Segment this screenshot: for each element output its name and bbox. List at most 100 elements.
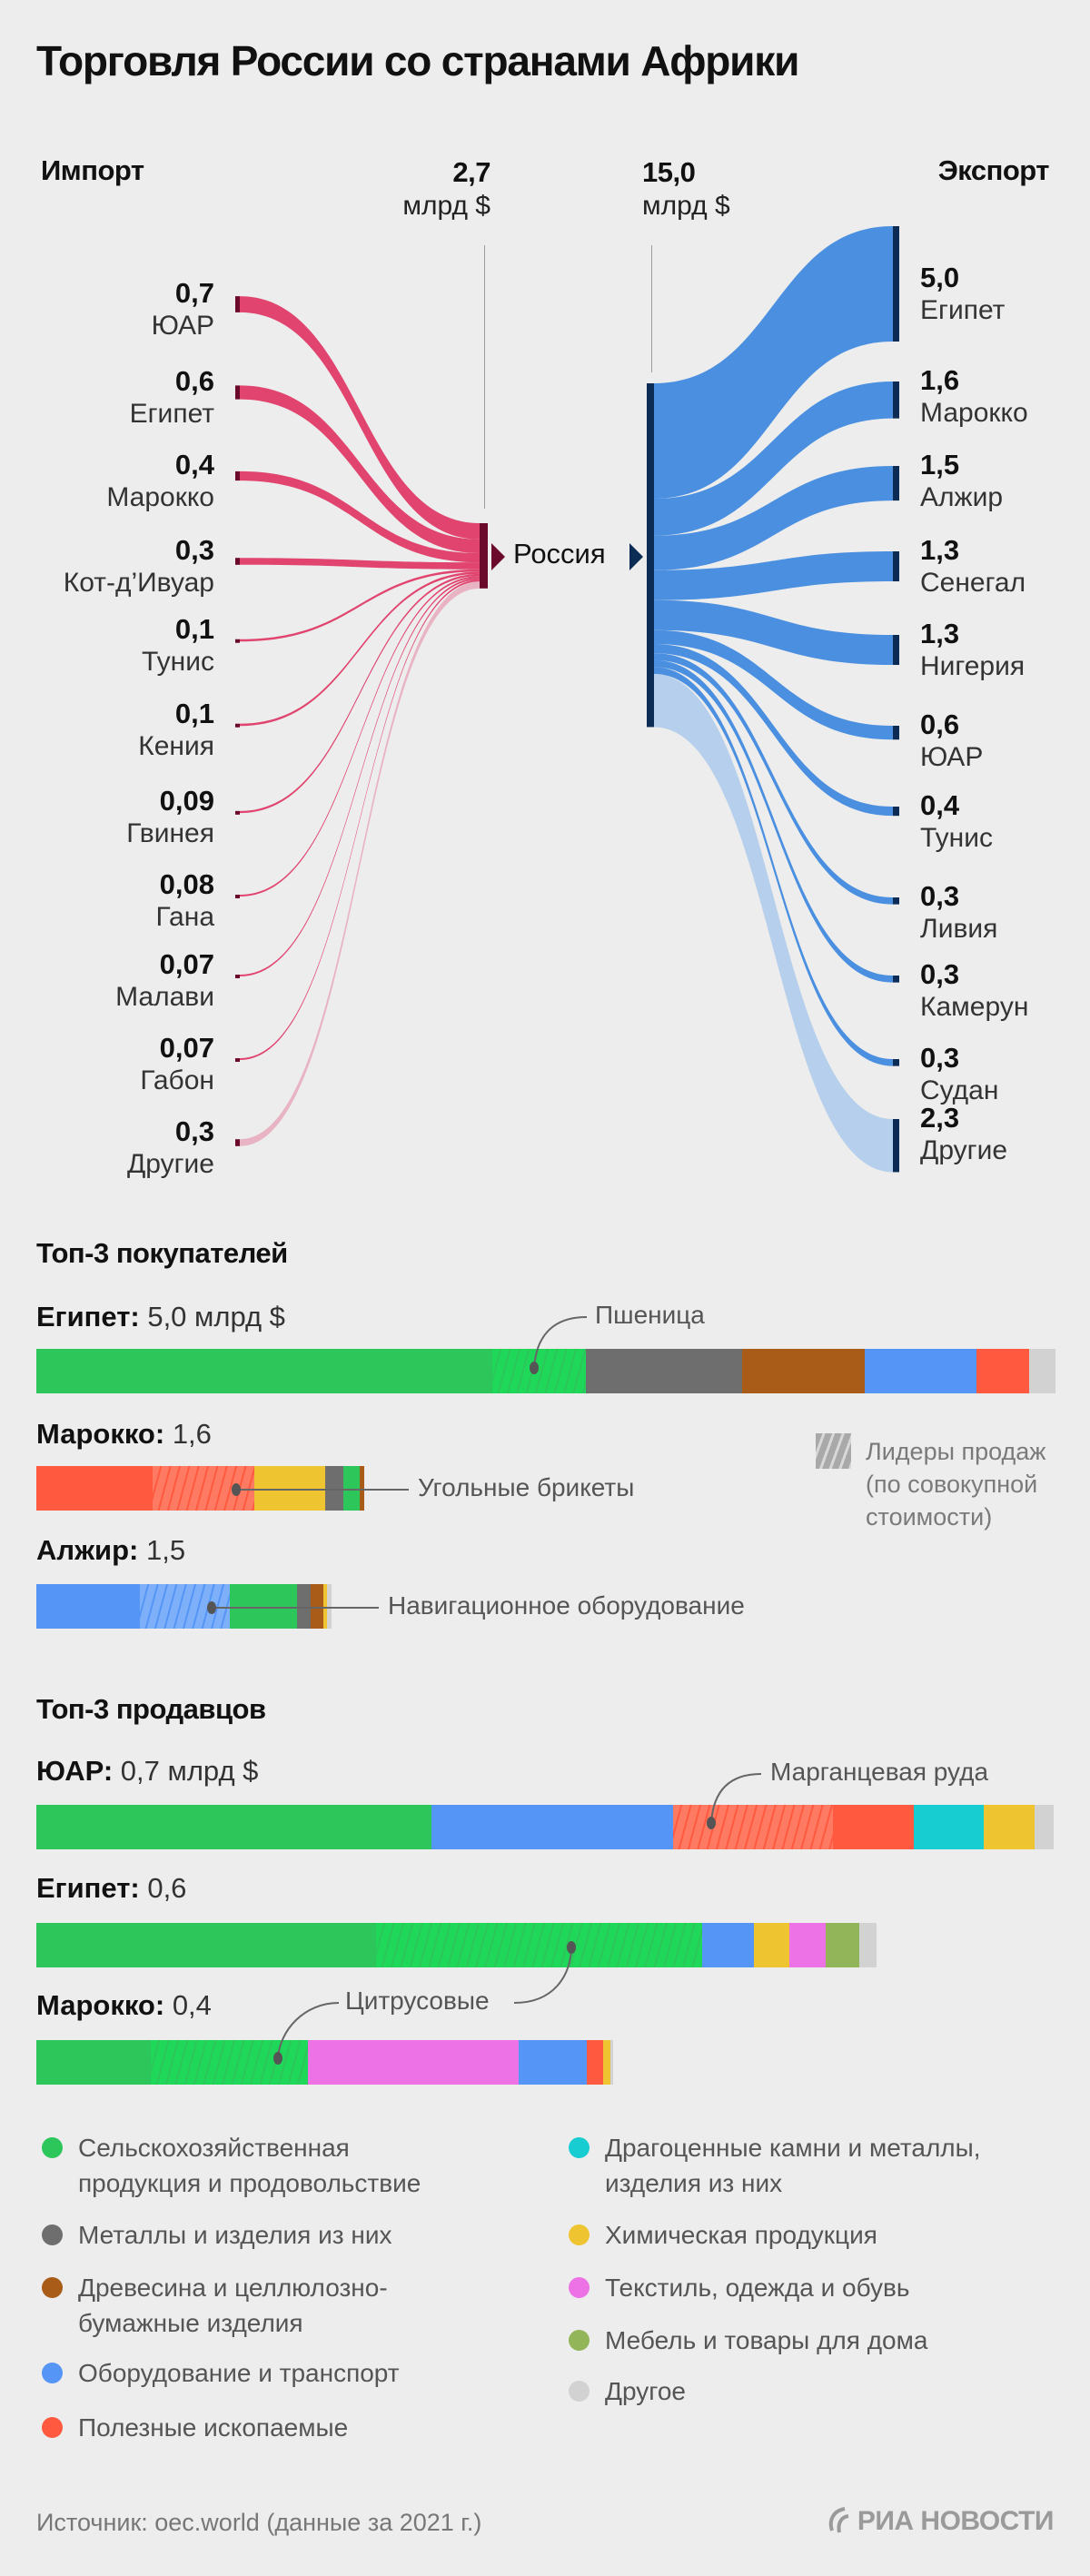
export-country: Другие <box>920 1135 1008 1165</box>
import-node <box>235 385 240 400</box>
legend-dot-equip <box>42 2363 63 2383</box>
buyer-label-egypt: Египет: 5,0 млрд $ <box>36 1301 285 1333</box>
export-label: 0,3 Ливия <box>920 880 997 946</box>
legend-dot-gems <box>569 2137 590 2158</box>
import-node <box>235 975 240 978</box>
import-node <box>235 471 240 481</box>
import-node <box>235 558 240 565</box>
segment-minerals <box>36 1466 153 1511</box>
export-country: Египет <box>920 295 1006 325</box>
leader-segment-agri <box>151 2040 309 2085</box>
seller-bar-morocco <box>36 2040 614 2085</box>
export-label: 1,6 Марокко <box>920 364 1028 430</box>
export-country: Судан <box>920 1075 999 1105</box>
export-label: 0,3 Судан <box>920 1042 998 1107</box>
buyer-label-morocco: Марокко: 1,6 <box>36 1418 212 1450</box>
legend-dot-agri <box>42 2137 63 2158</box>
legend-label-other: Другое <box>605 2377 686 2405</box>
export-label: 1,5 Алжир <box>920 449 1003 514</box>
legend-label-wood: Древесина и целлюлозно- бумажные изделия <box>78 2274 388 2337</box>
legend-dot-chem <box>569 2224 590 2245</box>
export-country: Камерун <box>920 992 1029 1022</box>
import-country: Марокко <box>106 482 214 512</box>
export-country: Сенегал <box>920 568 1026 598</box>
import-value: 0,09 <box>159 785 214 817</box>
export-flow <box>654 466 893 570</box>
seller-bar-south-africa <box>36 1805 1054 1849</box>
export-label: 0,6 ЮАР <box>920 708 983 774</box>
segment-metals <box>296 1584 312 1629</box>
export-country: Нигерия <box>920 651 1026 681</box>
segment-furniture <box>825 1923 859 1967</box>
export-heading: Экспорт <box>937 154 1050 186</box>
export-value: 1,5 <box>920 449 960 481</box>
export-flow <box>654 226 893 499</box>
import-divider <box>484 245 485 509</box>
export-flow <box>654 629 893 740</box>
export-arrow-icon <box>629 543 643 570</box>
import-flow <box>240 576 480 897</box>
import-flow <box>240 578 480 976</box>
export-label: 5,0 Египет <box>920 262 1005 327</box>
legend-label-gems: Драгоценные камни и металлы, изделия из … <box>605 2134 981 2197</box>
import-label: 0,07 Габон <box>140 1032 214 1097</box>
leader-segment-agri <box>491 1349 586 1393</box>
segment-equip <box>519 2040 588 2085</box>
leader-segment-agri <box>376 1923 702 1967</box>
import-value: 0,3 <box>174 1115 214 1147</box>
source-note: Источник: oec.world (данные за 2021 г.) <box>36 2509 482 2536</box>
export-node <box>893 976 899 983</box>
import-heading: Импорт <box>41 154 144 186</box>
import-arrow-icon <box>491 543 505 570</box>
export-node <box>893 226 899 342</box>
export-flow <box>654 599 893 666</box>
export-flow <box>654 659 893 983</box>
import-country: Габон <box>140 1065 214 1095</box>
export-flow <box>654 674 893 1173</box>
export-value: 5,0 <box>920 262 960 293</box>
import-label: 0,6 Египет <box>130 365 214 431</box>
briquettes-annotation: Угольные брикеты <box>418 1473 635 1501</box>
segment-equip <box>36 1584 141 1629</box>
ria-logo: РИА НОВОСТИ <box>825 2505 1055 2538</box>
import-value: 0,4 <box>174 449 214 481</box>
export-country: ЮАР <box>920 742 984 772</box>
navigation-annotation: Навигационное оборудование <box>388 1591 745 1620</box>
import-flow <box>240 569 480 642</box>
buyer-bar-algeria <box>36 1584 332 1629</box>
import-unit: млрд $ <box>402 191 490 221</box>
sankey-chart <box>235 226 899 1173</box>
legend-label-chem: Химическая продукция <box>605 2221 877 2249</box>
import-value: 0,3 <box>174 534 214 566</box>
export-node <box>893 726 899 740</box>
segment-textile <box>308 2040 520 2085</box>
seller-label-south-africa: ЮАР: 0,7 млрд $ <box>36 1755 259 1787</box>
export-flow <box>654 381 893 536</box>
segment-agri <box>229 1584 297 1629</box>
export-value: 1,3 <box>920 618 960 649</box>
segment-other <box>327 1584 332 1629</box>
export-country: Алжир <box>920 482 1004 512</box>
legend-dot-textile <box>569 2277 590 2298</box>
import-value: 0,6 <box>174 365 214 397</box>
export-country: Марокко <box>920 398 1028 428</box>
leader-segment-minerals <box>672 1805 833 1849</box>
export-label: 0,4 Тунис <box>920 789 993 855</box>
import-label: 0,1 Тунис <box>142 613 214 679</box>
segment-agri <box>36 1349 492 1393</box>
segment-agri <box>343 1466 361 1511</box>
import-country: Гана <box>155 902 215 932</box>
export-label: 1,3 Сенегал <box>920 534 1026 599</box>
export-flow <box>654 551 893 600</box>
segment-equip <box>864 1349 976 1393</box>
import-value: 0,07 <box>159 1032 214 1064</box>
export-label: 2,3 Другие <box>920 1102 1007 1167</box>
export-label: 0,3 Камерун <box>920 958 1028 1024</box>
export-node <box>893 897 899 905</box>
legend-dot-other <box>569 2381 590 2402</box>
export-node <box>893 466 899 501</box>
import-flow <box>240 558 480 570</box>
legend-label-furniture: Мебель и товары для дома <box>605 2326 928 2354</box>
seller-label-egypt: Египет: 0,6 <box>36 1872 187 1904</box>
import-value: 0,1 <box>174 698 214 729</box>
